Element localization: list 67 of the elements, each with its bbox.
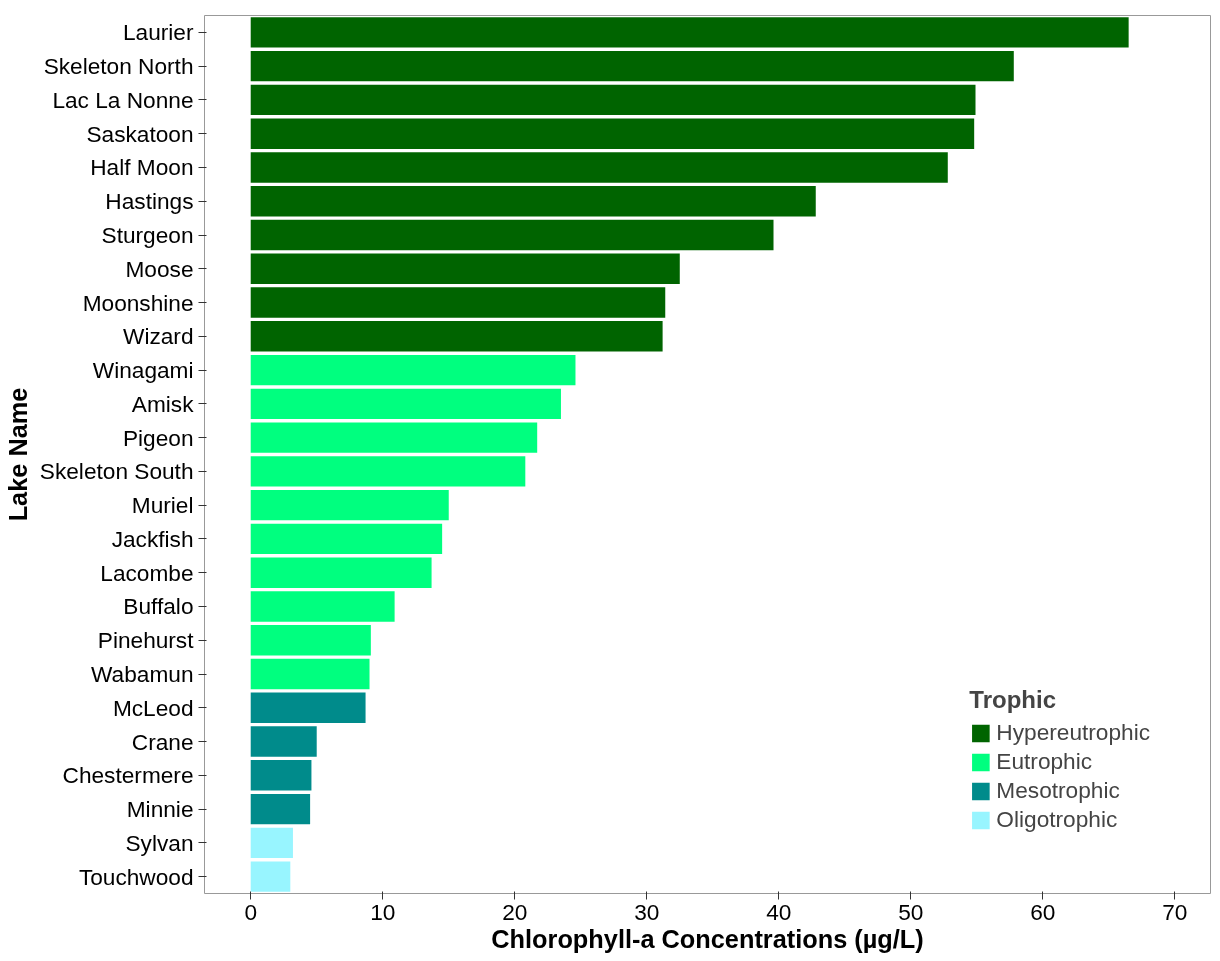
legend-label: Hypereutrophic [996,719,1150,746]
x-tick-label: 60 [1030,898,1056,925]
legend-label: Oligotrophic [996,806,1118,833]
y-axis-title: Lake Name [3,387,32,522]
bar [250,50,1014,82]
bar [250,861,291,892]
x-tick-label: 50 [898,898,924,925]
bar [250,219,774,251]
x-tick-label: 70 [1162,898,1188,925]
y-tick-label: Buffalo [123,593,194,620]
y-tick-label: Sylvan [125,829,194,856]
bar [250,489,449,521]
bar [250,827,293,859]
x-tick-label: 40 [766,898,792,925]
bar [250,287,666,318]
bar [250,726,317,757]
y-tick-label: Wabamun [91,661,194,687]
bar [250,557,432,588]
legend-title: Trophic [969,686,1058,714]
y-tick-label: Skeleton North [43,53,194,80]
y-tick-label: Muriel [131,492,194,519]
bar [250,625,371,656]
bar [250,523,443,555]
y-tick-label: Touchwood [78,863,194,890]
bar [250,692,366,723]
bar [250,321,663,352]
x-tick-label: 30 [634,898,660,925]
y-tick-label: Moonshine [82,289,194,316]
bar [250,422,538,453]
bar [250,591,395,622]
bar [250,760,312,791]
x-axis-title: Chlorophyll-a Concentrations (µg/L) [491,924,924,953]
y-tick-label: Wizard [123,323,194,350]
bar [250,152,948,183]
y-tick-label: Jackfish [111,525,194,552]
y-tick-label: Winagami [92,357,194,384]
bar [250,456,526,487]
bar [250,17,1129,48]
bar [250,793,311,825]
y-tick-label: Sturgeon [101,222,194,248]
x-tick-label: 20 [502,898,528,925]
y-tick-label: Moose [125,255,194,282]
y-tick-label: Laurier [122,19,194,46]
y-tick-label: Minnie [126,796,194,823]
bar [250,84,976,116]
y-tick-label: Amisk [131,390,195,417]
y-tick-label: Half Moon [90,154,194,181]
y-tick-label: Saskatoon [86,120,194,147]
x-tick-label: 0 [244,898,258,925]
bar [250,388,561,420]
bar [250,354,576,386]
y-tick-label: Pigeon [122,424,194,451]
y-tick-label: Lac La Nonne [52,86,194,113]
y-tick-label: Crane [131,728,194,755]
legend-label: Eutrophic [996,748,1093,775]
bar [250,118,975,149]
x-tick-label: 10 [370,898,396,925]
bar [250,658,370,690]
y-tick-label: McLeod [112,694,194,721]
legend-label: Mesotrophic [996,777,1120,804]
bar [250,253,680,284]
y-tick-label: Lacombe [100,559,194,586]
y-tick-label: Hastings [105,188,194,215]
y-tick-label: Chestermere [62,762,194,789]
y-tick-label: Skeleton South [39,458,194,485]
bar [250,186,816,217]
y-tick-label: Pinehurst [97,627,195,654]
